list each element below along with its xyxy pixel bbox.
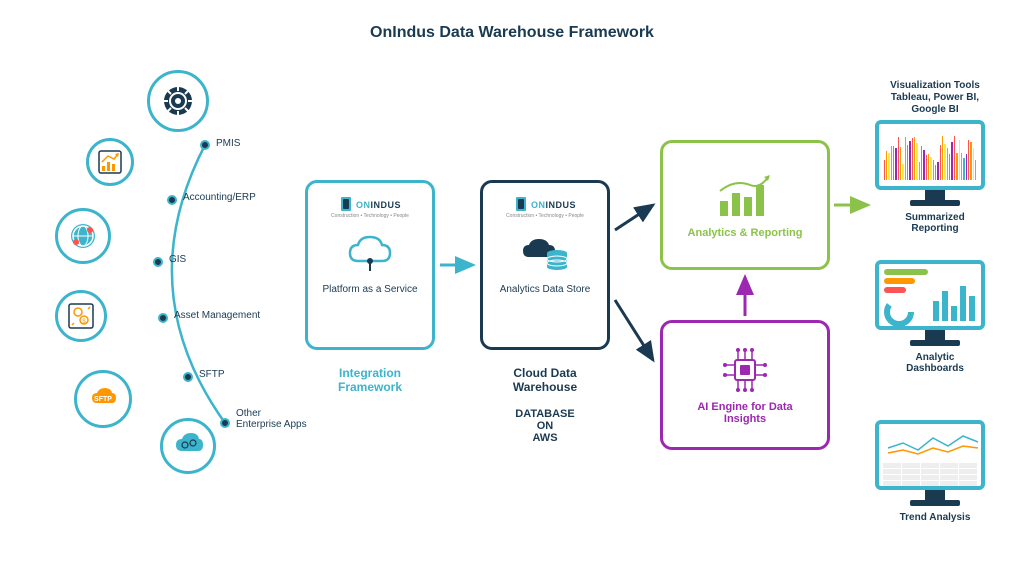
svg-text:SFTP: SFTP bbox=[94, 396, 112, 403]
warehouse-panel: ONINDUS Construction • Technology • Peop… bbox=[480, 180, 610, 350]
brand-indus: INDUS bbox=[545, 200, 576, 210]
output-monitor: Analytic Dashboards bbox=[875, 260, 995, 374]
source-node-pmis bbox=[147, 70, 209, 132]
warehouse-subtitle: Analytics Data Store bbox=[500, 284, 591, 295]
monitor-base bbox=[910, 340, 960, 346]
source-label: PMIS bbox=[216, 138, 240, 149]
source-label: Other Enterprise Apps bbox=[236, 408, 307, 430]
connector-dot bbox=[220, 418, 230, 428]
monitor-label: Trend Analysis bbox=[875, 512, 995, 523]
source-node-gis bbox=[55, 208, 111, 264]
warehouse-sub-below: DATABASE ON AWS bbox=[480, 408, 610, 444]
source-node-accounting-erp bbox=[86, 138, 134, 186]
output-monitor: Trend Analysis bbox=[875, 420, 995, 523]
source-label: GIS bbox=[169, 254, 186, 265]
connector-dot bbox=[158, 313, 168, 323]
monitor-label: Summarized Reporting bbox=[875, 212, 995, 234]
monitor-base bbox=[910, 500, 960, 506]
analytics-chart-icon bbox=[710, 171, 780, 221]
brand-on: ON bbox=[531, 200, 546, 210]
ai-title: AI Engine for Data Insights bbox=[697, 401, 792, 425]
warehouse-title: Cloud Data Warehouse bbox=[480, 366, 610, 394]
onindus-logo-icon bbox=[514, 195, 528, 213]
source-node-asset-management: $ bbox=[55, 290, 107, 342]
source-label: Asset Management bbox=[174, 310, 260, 321]
monitor-base bbox=[910, 200, 960, 206]
brand-tag: Construction • Technology • People bbox=[506, 213, 584, 219]
ai-chip-icon bbox=[710, 345, 780, 395]
cloud-database-icon bbox=[515, 231, 575, 276]
source-label: Accounting/ERP bbox=[183, 192, 256, 203]
integration-title: Integration Framework bbox=[305, 366, 435, 394]
monitor-stand bbox=[925, 330, 945, 340]
onindus-logo-icon bbox=[339, 195, 353, 213]
monitor-screen bbox=[875, 420, 985, 490]
connector-dot bbox=[167, 195, 177, 205]
source-node-other-enterprise-apps bbox=[160, 418, 216, 474]
analytics-panel: Analytics & Reporting bbox=[660, 140, 830, 270]
analytics-title: Analytics & Reporting bbox=[688, 227, 803, 239]
brand-indus: INDUS bbox=[370, 200, 401, 210]
monitor-stand bbox=[925, 190, 945, 200]
connector-dot bbox=[200, 140, 210, 150]
monitor-toplabel: Visualization Tools Tableau, Power BI, G… bbox=[875, 80, 995, 116]
integration-panel: ONINDUS Construction • Technology • Peop… bbox=[305, 180, 435, 350]
output-monitor: Visualization Tools Tableau, Power BI, G… bbox=[875, 80, 995, 234]
connector-dot bbox=[183, 372, 193, 382]
source-label: SFTP bbox=[199, 369, 225, 380]
brand-tag: Construction • Technology • People bbox=[331, 213, 409, 219]
brand-on: ON bbox=[356, 200, 371, 210]
integration-subtitle: Platform as a Service bbox=[322, 284, 417, 295]
source-node-sftp: SFTP bbox=[74, 370, 132, 428]
diagram-title: OnIndus Data Warehouse Framework bbox=[370, 24, 654, 42]
monitor-stand bbox=[925, 490, 945, 500]
monitor-screen bbox=[875, 120, 985, 190]
ai-panel: AI Engine for Data Insights bbox=[660, 320, 830, 450]
monitor-screen bbox=[875, 260, 985, 330]
monitor-label: Analytic Dashboards bbox=[875, 352, 995, 374]
cloud-platform-icon bbox=[340, 231, 400, 276]
connector-dot bbox=[153, 257, 163, 267]
